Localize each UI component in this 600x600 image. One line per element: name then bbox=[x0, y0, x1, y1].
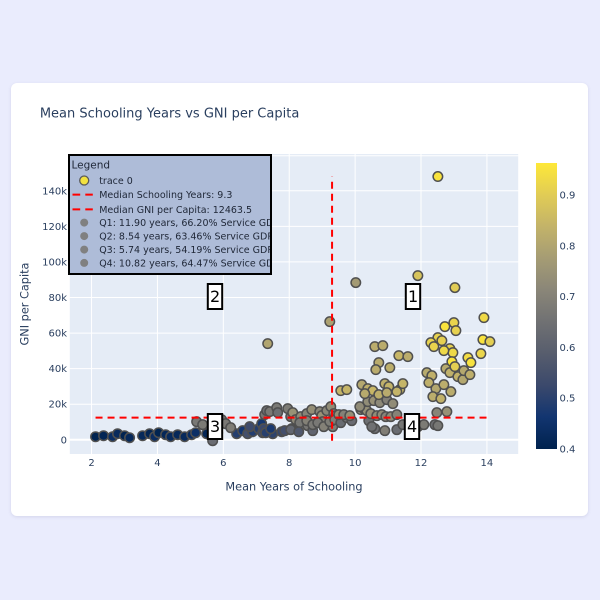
svg-text:Q3: 5.74 years, 54.19% Service: Q3: 5.74 years, 54.19% Service GDP bbox=[99, 245, 273, 256]
svg-text:GNI per Capita: GNI per Capita bbox=[19, 263, 32, 346]
svg-text:0.6: 0.6 bbox=[560, 343, 576, 354]
svg-text:Q2: 8.54 years, 63.46% Service: Q2: 8.54 years, 63.46% Service GDP bbox=[99, 232, 273, 243]
svg-text:120k: 120k bbox=[42, 222, 67, 233]
svg-text:80k: 80k bbox=[48, 293, 67, 304]
svg-text:4: 4 bbox=[154, 458, 160, 469]
svg-text:2: 2 bbox=[88, 458, 94, 469]
svg-text:Mean Years of Schooling: Mean Years of Schooling bbox=[225, 480, 362, 493]
svg-text:60k: 60k bbox=[48, 329, 67, 340]
svg-text:3: 3 bbox=[210, 417, 220, 436]
svg-text:trace 0: trace 0 bbox=[99, 176, 133, 187]
svg-text:8: 8 bbox=[286, 458, 292, 469]
svg-text:1: 1 bbox=[408, 287, 418, 306]
svg-text:0.9: 0.9 bbox=[560, 190, 576, 201]
svg-text:0.8: 0.8 bbox=[560, 241, 576, 252]
svg-text:Mean Schooling Years vs GNI pe: Mean Schooling Years vs GNI per Capita bbox=[40, 107, 299, 122]
svg-text:Median GNI per Capita: 12463.5: Median GNI per Capita: 12463.5 bbox=[99, 205, 252, 216]
svg-text:2: 2 bbox=[210, 287, 220, 306]
svg-text:40k: 40k bbox=[48, 364, 67, 375]
svg-text:4: 4 bbox=[407, 417, 417, 436]
svg-text:Q1: 11.90 years, 66.20% Servic: Q1: 11.90 years, 66.20% Service GDP bbox=[99, 218, 279, 229]
svg-text:0.5: 0.5 bbox=[560, 394, 576, 405]
svg-text:100k: 100k bbox=[42, 257, 67, 268]
svg-text:Legend: Legend bbox=[72, 160, 111, 172]
svg-text:12: 12 bbox=[415, 458, 428, 469]
svg-text:140k: 140k bbox=[42, 186, 67, 197]
svg-text:Q4: 10.82 years, 64.47% Servic: Q4: 10.82 years, 64.47% Service GDP bbox=[99, 258, 279, 269]
svg-text:20k: 20k bbox=[48, 400, 67, 411]
svg-text:10: 10 bbox=[349, 458, 362, 469]
svg-text:0.4: 0.4 bbox=[560, 444, 576, 455]
svg-text:0.7: 0.7 bbox=[560, 292, 576, 303]
svg-text:6: 6 bbox=[220, 458, 226, 469]
svg-text:Median Schooling Years: 9.3: Median Schooling Years: 9.3 bbox=[99, 190, 232, 201]
svg-text:14: 14 bbox=[481, 458, 494, 469]
svg-text:0: 0 bbox=[61, 435, 67, 446]
